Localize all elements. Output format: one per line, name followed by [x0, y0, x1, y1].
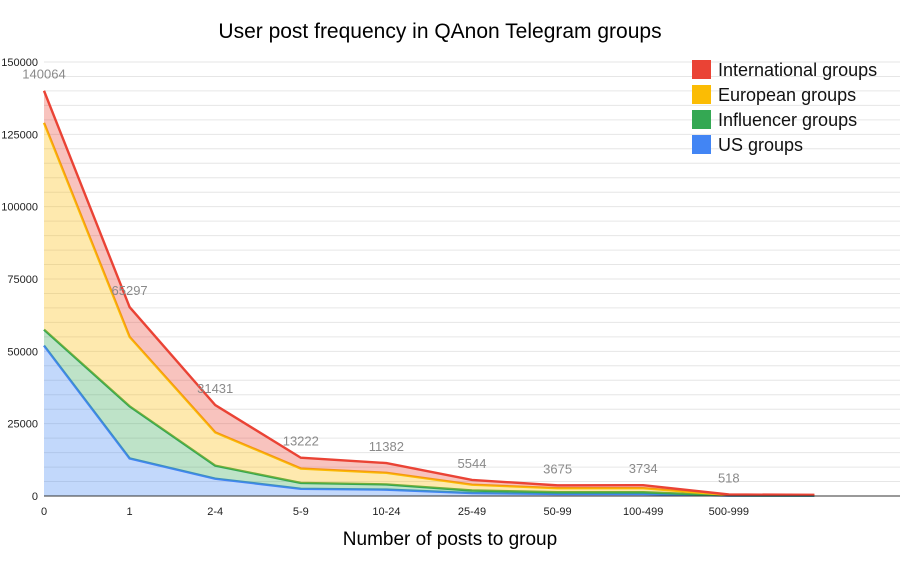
- chart-title: User post frequency in QAnon Telegram gr…: [218, 20, 661, 43]
- x-tick-label: 100-499: [623, 506, 663, 518]
- y-tick-label: 50000: [7, 346, 38, 358]
- line-international-groups: [42, 90, 815, 497]
- data-label: 11382: [369, 439, 404, 454]
- legend-label: Influencer groups: [718, 110, 857, 130]
- x-tick-label: 2-4: [207, 506, 223, 518]
- area-series: [42, 90, 815, 497]
- data-label: 3675: [543, 461, 572, 476]
- data-label: 31431: [197, 381, 233, 396]
- legend-label: European groups: [718, 85, 856, 105]
- y-tick-label: 100000: [1, 202, 38, 214]
- data-label: 5544: [458, 456, 487, 471]
- legend-swatch: [692, 110, 711, 129]
- axes: 0 1 2-4 5-9 10-24 25-49 50-99 100-499 500-999 0 25…: [1, 57, 900, 518]
- data-labels: 140064 65297 31431 13222 11382 5544 3675 3734 51…: [22, 67, 739, 486]
- data-label: 65297: [112, 283, 148, 298]
- legend-label: US groups: [718, 135, 803, 155]
- data-label: 3734: [629, 461, 658, 476]
- y-tick-label: 0: [32, 491, 38, 503]
- data-label: 140064: [22, 67, 65, 82]
- y-tick-label: 150000: [1, 57, 38, 69]
- area-us-groups: [44, 345, 815, 496]
- gridlines: [44, 61, 900, 497]
- x-axis-label: Number of posts to group: [343, 529, 557, 550]
- data-label: 13222: [283, 434, 319, 449]
- y-tick-label: 125000: [1, 129, 38, 141]
- y-tick-label: 25000: [7, 419, 38, 431]
- y-tick-label: 75000: [7, 274, 38, 286]
- x-tick-label: 10-24: [372, 506, 400, 518]
- x-tick-label: 1: [127, 506, 133, 518]
- data-label: 518: [718, 471, 740, 486]
- line-influencer-groups: [43, 328, 815, 497]
- x-tick-label: 500-999: [709, 506, 749, 518]
- legend-label: International groups: [718, 60, 877, 80]
- legend-swatch: [692, 85, 711, 104]
- x-tick-label: 0: [41, 506, 47, 518]
- line-european-groups: [42, 122, 815, 497]
- legend-swatch: [692, 60, 711, 79]
- legend: International groups European groups Influ…: [692, 60, 877, 155]
- x-tick-label: 5-9: [293, 506, 309, 518]
- x-tick-label: 50-99: [544, 506, 572, 518]
- legend-swatch: [692, 135, 711, 154]
- x-tick-label: 25-49: [458, 506, 486, 518]
